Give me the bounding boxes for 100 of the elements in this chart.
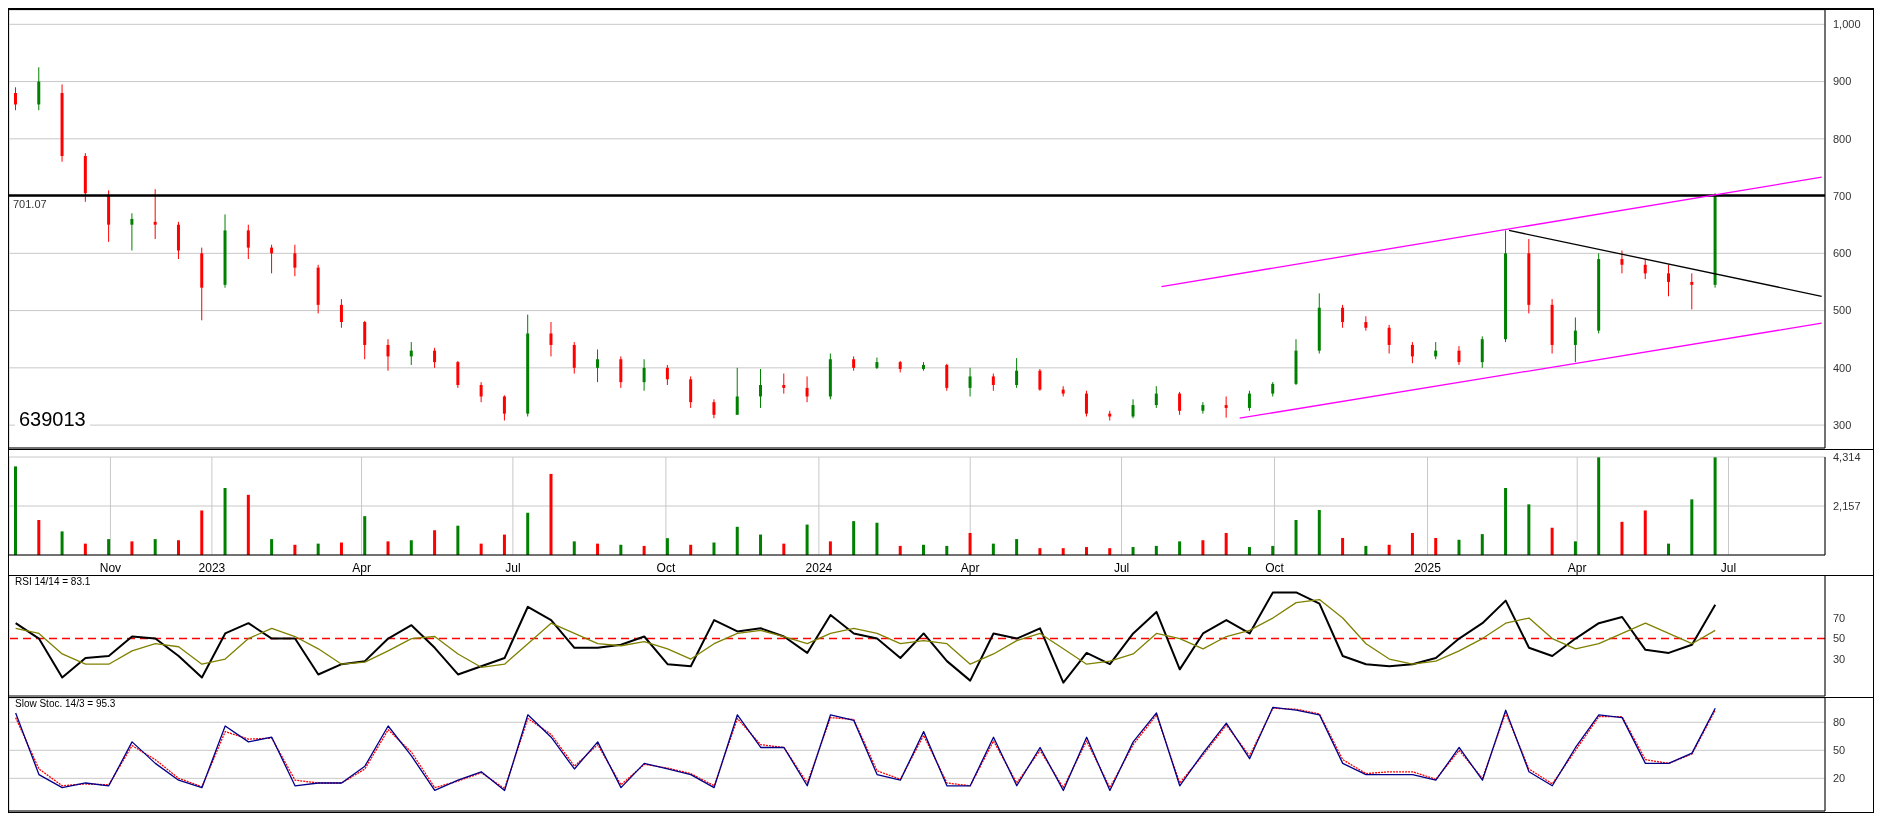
candlestick [1341, 304, 1345, 329]
bar [153, 539, 157, 555]
candlestick [13, 86, 17, 111]
bar [1550, 527, 1554, 555]
bar [270, 539, 274, 555]
bar [572, 541, 576, 555]
x-tick-label: Apr [352, 560, 371, 575]
line-series [15, 598, 1716, 668]
bar [502, 534, 506, 555]
x-tick-label: Jul [505, 560, 521, 575]
bar [1038, 548, 1042, 555]
bar [735, 526, 739, 555]
bar [1317, 510, 1321, 555]
candlestick [1015, 357, 1019, 389]
candlestick [1573, 316, 1577, 363]
bar [665, 538, 669, 555]
y-tick-label: 800 [1833, 132, 1852, 145]
candlestick [1224, 395, 1228, 419]
candlestick [642, 358, 646, 392]
bar [875, 522, 879, 555]
bar [246, 494, 250, 555]
y-tick-label: 2,157 [1833, 499, 1861, 512]
bar [1527, 504, 1531, 555]
y-tick-label: 30 [1833, 652, 1846, 665]
candlestick [339, 298, 343, 329]
candlestick [596, 349, 600, 383]
bar [759, 534, 763, 555]
candlestick [1084, 390, 1088, 418]
bar [828, 541, 832, 555]
candlestick [1690, 272, 1694, 310]
x-tick-label: Jul [1113, 560, 1130, 575]
bar [37, 520, 41, 555]
candlestick [945, 363, 949, 392]
bar [1061, 548, 1065, 555]
candlestick [712, 398, 716, 419]
bar [1713, 457, 1717, 555]
bar [1573, 541, 1577, 555]
bar [386, 541, 390, 555]
bar [14, 466, 18, 555]
y-tick-label: 70 [1833, 611, 1846, 624]
x-tick-label: 2024 [805, 560, 833, 575]
candlestick [1620, 249, 1624, 274]
candlestick [1154, 385, 1158, 409]
line-series [14, 591, 1717, 684]
bar [1108, 548, 1112, 555]
bar [363, 516, 367, 555]
candlestick [479, 381, 483, 403]
candlestick [572, 341, 576, 375]
candlestick [1643, 258, 1647, 280]
bar [1620, 521, 1624, 555]
bar [1690, 499, 1694, 555]
y-tick-label: 20 [1833, 772, 1846, 785]
x-tick-label: 2025 [1414, 560, 1442, 575]
bar [130, 541, 134, 555]
candlestick [689, 375, 693, 409]
x-tick-label: Oct [656, 560, 676, 575]
ref-line-label: 701.07 [13, 198, 47, 211]
bar [1480, 534, 1484, 555]
annotation: RSI 14/14 = 83.1 [15, 576, 91, 587]
candlestick [246, 224, 250, 260]
bar [1224, 532, 1228, 555]
x-tick-label: Nov [99, 560, 122, 575]
candlestick [153, 188, 157, 240]
bar [549, 473, 553, 555]
candlestick [759, 368, 763, 409]
annotation: Slow Stoc. 14/3 = 95.3 [15, 698, 116, 709]
bar [1457, 539, 1461, 555]
candlestick [456, 360, 460, 389]
candlestick [549, 321, 553, 357]
bar [176, 540, 180, 555]
bar [1201, 540, 1205, 555]
bar [409, 540, 413, 555]
y-tick-label: 4,314 [1833, 450, 1861, 463]
bar [526, 512, 530, 555]
y-tick-label: 400 [1833, 361, 1852, 374]
candlestick [1038, 368, 1042, 392]
bar [1294, 520, 1298, 555]
candlestick [293, 244, 297, 277]
candlestick [1410, 341, 1414, 364]
candlestick [805, 375, 809, 403]
x-tick-label: Apr [960, 560, 980, 575]
bar [852, 521, 856, 555]
candlestick [1387, 324, 1391, 355]
bar [1434, 537, 1438, 555]
candlestick [1480, 335, 1484, 369]
y-tick-label: 80 [1833, 716, 1846, 729]
y-tick-label: 300 [1833, 419, 1852, 431]
y-tick-label: 50 [1833, 744, 1846, 757]
candlestick [130, 212, 134, 251]
bar [1597, 457, 1601, 555]
candlestick [37, 66, 41, 111]
bar [223, 487, 227, 555]
candlestick [665, 364, 669, 386]
candlestick [1201, 401, 1205, 415]
y-tick-label: 900 [1833, 75, 1852, 88]
candlestick [1178, 391, 1182, 416]
y-tick-label: 700 [1833, 189, 1852, 202]
candlestick [782, 373, 786, 395]
candlestick [1131, 398, 1135, 419]
bar [1643, 510, 1647, 555]
